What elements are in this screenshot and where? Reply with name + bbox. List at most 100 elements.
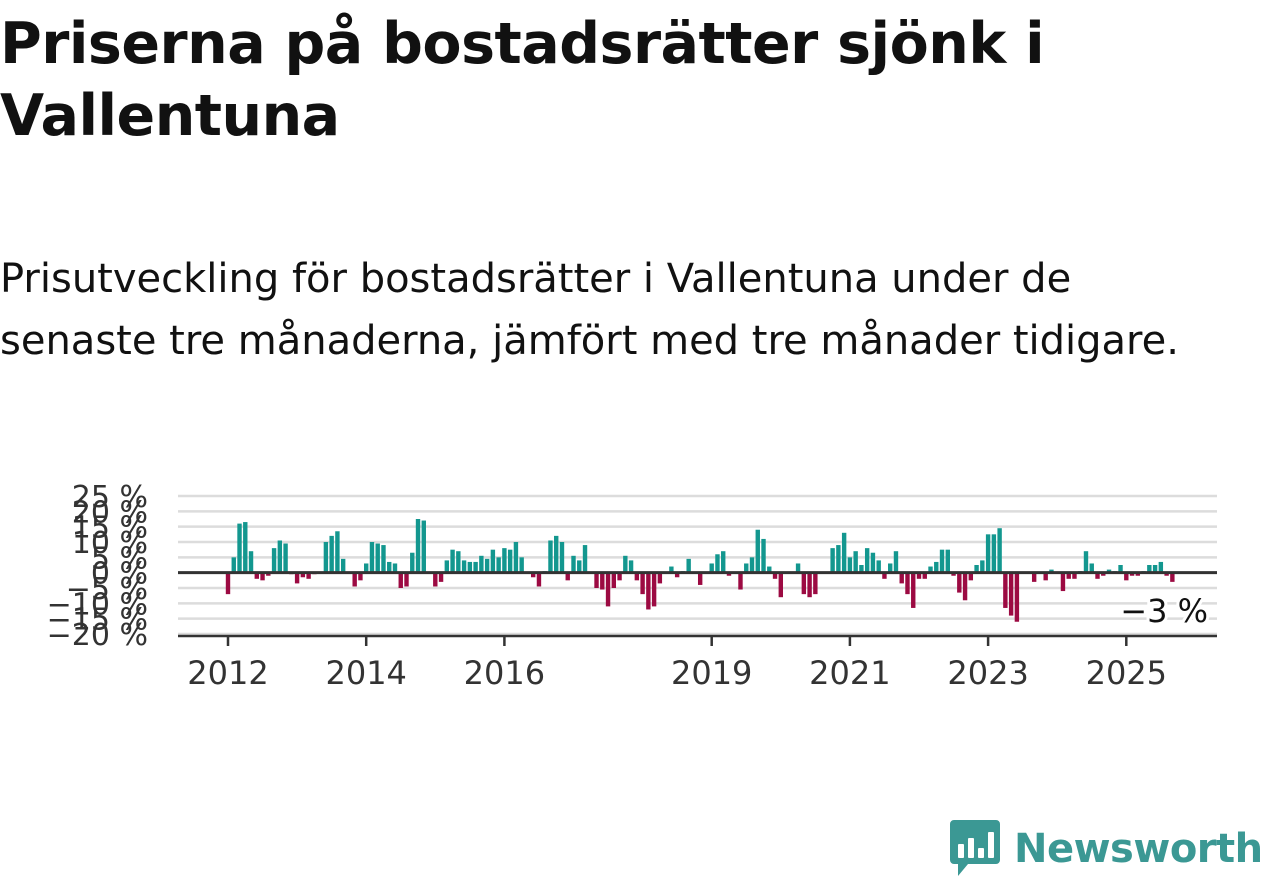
bar-positive (392, 563, 398, 573)
bar-negative (646, 572, 651, 610)
bar-positive (893, 551, 899, 573)
bar-positive (277, 540, 283, 573)
x-tick-label: 2019 (671, 654, 752, 692)
bar-negative (266, 572, 271, 576)
newsworthy-logo[interactable]: Newsworthy (950, 818, 1262, 880)
bar-positive (364, 563, 369, 573)
bar-positive (1089, 563, 1094, 573)
bar-negative (306, 572, 311, 579)
bar-positive (456, 551, 461, 573)
bar-positive (387, 561, 392, 573)
bar-positive (928, 566, 933, 573)
bar-positive (490, 549, 496, 573)
bar-negative (530, 572, 536, 578)
bar-positive (513, 542, 519, 573)
bar-positive (444, 560, 450, 573)
bar-positive (502, 548, 507, 573)
bar-positive (369, 542, 375, 573)
bar-positive (548, 540, 553, 573)
bar-negative (674, 572, 680, 578)
bar-negative (813, 572, 818, 595)
bar-negative (882, 572, 887, 579)
bar-positive (721, 551, 726, 573)
y-tick-label: 25 % (72, 480, 148, 515)
bar-positive (248, 551, 254, 573)
bar-positive (554, 535, 559, 573)
newsworthy-logo-icon (950, 820, 1000, 876)
bar-negative (1043, 572, 1048, 581)
bar-positive (329, 535, 334, 573)
bar-positive (461, 560, 467, 573)
bar-negative (438, 572, 444, 582)
bar-negative (225, 572, 231, 595)
bar-positive (945, 549, 950, 573)
bar-positive (582, 545, 588, 573)
bar-positive (767, 566, 772, 573)
bar-positive (755, 529, 760, 573)
bar-positive (985, 534, 991, 573)
bar-negative (772, 572, 778, 579)
bar-positive (853, 551, 858, 573)
y-tick-label: −10 % (47, 587, 148, 622)
bar-positive (473, 561, 478, 573)
bar-positive (761, 538, 766, 573)
bar-negative (294, 572, 300, 584)
bar-negative (254, 572, 259, 579)
bar-positive (1158, 561, 1164, 573)
grid-lines (178, 494, 1217, 636)
bar-positive (939, 549, 945, 573)
x-tick-label: 2014 (325, 654, 406, 692)
bar-positive (997, 528, 1002, 573)
bar-negative (738, 572, 743, 590)
bar-positive (859, 565, 864, 573)
bar-negative (1129, 572, 1135, 576)
bar-negative (1072, 572, 1077, 579)
bar-negative (697, 572, 703, 585)
bar-negative (1124, 572, 1129, 581)
y-tick-label: −5 % (66, 572, 148, 607)
bar-negative (300, 572, 306, 578)
bar-positive (335, 531, 340, 573)
bar-positive (974, 565, 979, 573)
bar-negative (640, 572, 645, 595)
bar-negative (634, 572, 640, 581)
bar-positive (496, 557, 501, 573)
bar-negative (398, 572, 403, 588)
bar-negative (726, 572, 732, 576)
bar-negative (951, 572, 956, 576)
bar-negative (1060, 572, 1066, 592)
bar-negative (911, 572, 916, 608)
bar-negative (1003, 572, 1008, 608)
bar-negative (594, 572, 599, 588)
bar-positive (715, 554, 720, 573)
bar-positive (709, 563, 714, 573)
bar-positive (744, 563, 749, 573)
bar-positive (795, 563, 801, 573)
bar-positive (231, 557, 236, 573)
bar-negative (1170, 572, 1175, 582)
bar-positive (283, 543, 288, 573)
bar-negative (1101, 572, 1106, 576)
bar-positive (467, 561, 473, 573)
x-axis-labels: 2012 2014 2016 2019 2021 2023 2025 (187, 636, 1167, 692)
bar-negative (1066, 572, 1071, 579)
bar-chart: 25 %20 %15 %10 %5 %0 %−5 %−10 %−15 %−20 … (47, 480, 1217, 692)
bar-positive (375, 543, 380, 573)
bar-negative (807, 572, 812, 598)
bar-positive (836, 545, 841, 573)
bar-positive (577, 560, 582, 573)
bar-negative (617, 572, 622, 581)
bar-positive (415, 519, 421, 573)
bar-negative (1014, 572, 1020, 622)
bar-negative (962, 572, 968, 601)
bar-negative (358, 572, 363, 581)
axes (178, 571, 1217, 638)
bar-negative (536, 572, 542, 587)
y-tick-label: 15 % (72, 511, 148, 546)
x-tick-label: 2025 (1086, 654, 1167, 692)
y-tick-label: 10 % (72, 526, 148, 561)
bar-negative (260, 572, 265, 581)
bar-positive (1152, 565, 1158, 573)
bar-negative (433, 572, 438, 587)
x-tick-label: 2016 (464, 654, 545, 692)
